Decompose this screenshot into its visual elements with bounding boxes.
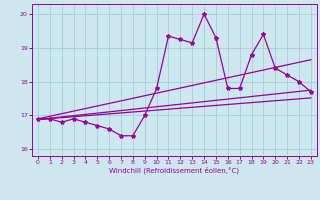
X-axis label: Windchill (Refroidissement éolien,°C): Windchill (Refroidissement éolien,°C) [109, 167, 239, 174]
